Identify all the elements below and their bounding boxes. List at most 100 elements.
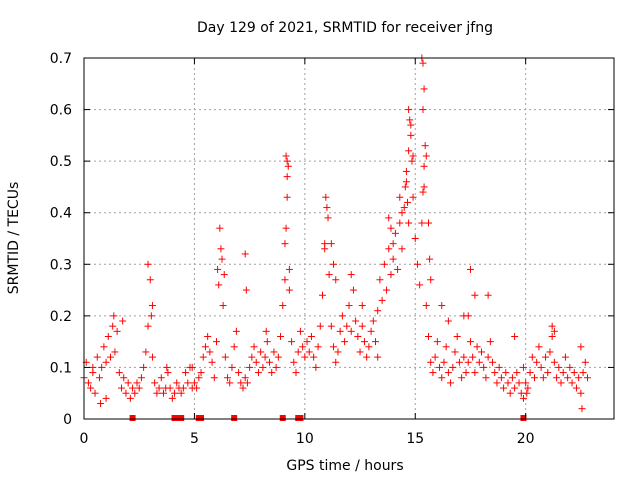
data-point xyxy=(131,389,139,397)
data-point xyxy=(405,147,413,155)
data-point xyxy=(144,260,152,268)
data-point xyxy=(201,343,209,351)
data-point xyxy=(179,384,187,392)
data-point xyxy=(274,353,282,361)
data-point xyxy=(358,322,366,330)
data-point xyxy=(206,348,214,356)
data-point xyxy=(387,224,395,232)
data-point xyxy=(387,271,395,279)
data-point xyxy=(385,245,393,253)
data-point xyxy=(257,348,265,356)
data-point xyxy=(519,394,527,402)
data-point xyxy=(126,394,134,402)
data-point xyxy=(283,193,291,201)
data-point xyxy=(327,322,335,330)
data-point xyxy=(453,332,461,340)
zero-marker xyxy=(178,415,185,421)
data-point xyxy=(533,358,541,366)
data-point xyxy=(323,204,331,212)
data-point xyxy=(420,183,428,191)
data-point xyxy=(157,374,165,382)
data-point xyxy=(526,369,534,377)
data-point xyxy=(400,204,408,212)
data-point xyxy=(416,281,424,289)
data-point xyxy=(261,353,269,361)
data-point xyxy=(281,240,289,248)
data-point xyxy=(336,327,344,335)
data-point xyxy=(285,265,293,273)
data-point xyxy=(166,384,174,392)
data-point xyxy=(508,374,516,382)
data-point xyxy=(431,353,439,361)
data-point xyxy=(199,353,207,361)
data-point xyxy=(374,353,382,361)
data-point xyxy=(473,343,481,351)
data-point xyxy=(254,369,262,377)
data-point xyxy=(151,379,159,387)
data-point xyxy=(444,317,452,325)
data-point xyxy=(241,250,249,258)
y-tick-label: 0.5 xyxy=(50,154,72,170)
data-point xyxy=(279,302,287,310)
data-point xyxy=(522,379,530,387)
data-point xyxy=(296,327,304,335)
data-point xyxy=(107,353,114,361)
data-point xyxy=(528,353,536,361)
data-point xyxy=(429,369,437,377)
data-point xyxy=(542,353,550,361)
data-point xyxy=(310,353,318,361)
data-point xyxy=(97,400,105,408)
data-point xyxy=(95,374,103,382)
data-point xyxy=(182,369,190,377)
data-points xyxy=(80,54,591,413)
data-point xyxy=(458,374,466,382)
data-point xyxy=(523,389,531,397)
data-point xyxy=(239,384,247,392)
data-point xyxy=(184,379,192,387)
data-point xyxy=(421,142,429,150)
data-point xyxy=(282,224,290,232)
data-point xyxy=(449,363,457,371)
zero-marker xyxy=(297,415,304,421)
data-point xyxy=(480,363,488,371)
zero-marker xyxy=(198,415,205,421)
data-point xyxy=(292,369,300,377)
data-point xyxy=(537,363,545,371)
data-point xyxy=(327,240,335,248)
data-point xyxy=(352,317,360,325)
data-point xyxy=(282,152,290,160)
data-point xyxy=(104,332,112,340)
data-point xyxy=(581,358,589,366)
data-point xyxy=(358,302,366,310)
data-point xyxy=(577,343,585,351)
data-point xyxy=(466,265,474,273)
data-point xyxy=(363,353,371,361)
data-point xyxy=(173,379,181,387)
data-point xyxy=(442,343,450,351)
data-point xyxy=(115,369,123,377)
data-point xyxy=(332,276,340,284)
data-point xyxy=(548,322,556,330)
data-point xyxy=(155,384,163,392)
data-point xyxy=(555,363,563,371)
data-point xyxy=(242,286,250,294)
data-point xyxy=(578,405,586,413)
data-point xyxy=(422,152,430,160)
data-point xyxy=(535,343,543,351)
data-point xyxy=(262,327,270,335)
y-tick-label: 0.7 xyxy=(50,51,72,67)
data-point xyxy=(380,260,388,268)
data-point xyxy=(405,106,413,114)
zero-marker xyxy=(129,415,136,421)
y-tick-label: 0.6 xyxy=(50,103,72,119)
data-point xyxy=(237,379,245,387)
data-point xyxy=(402,178,410,186)
data-point xyxy=(566,363,574,371)
data-point xyxy=(91,389,99,397)
data-point xyxy=(197,369,205,377)
data-point xyxy=(572,384,580,392)
data-point xyxy=(383,286,391,294)
data-point xyxy=(285,286,293,294)
data-point xyxy=(356,348,364,356)
data-point xyxy=(177,389,185,397)
